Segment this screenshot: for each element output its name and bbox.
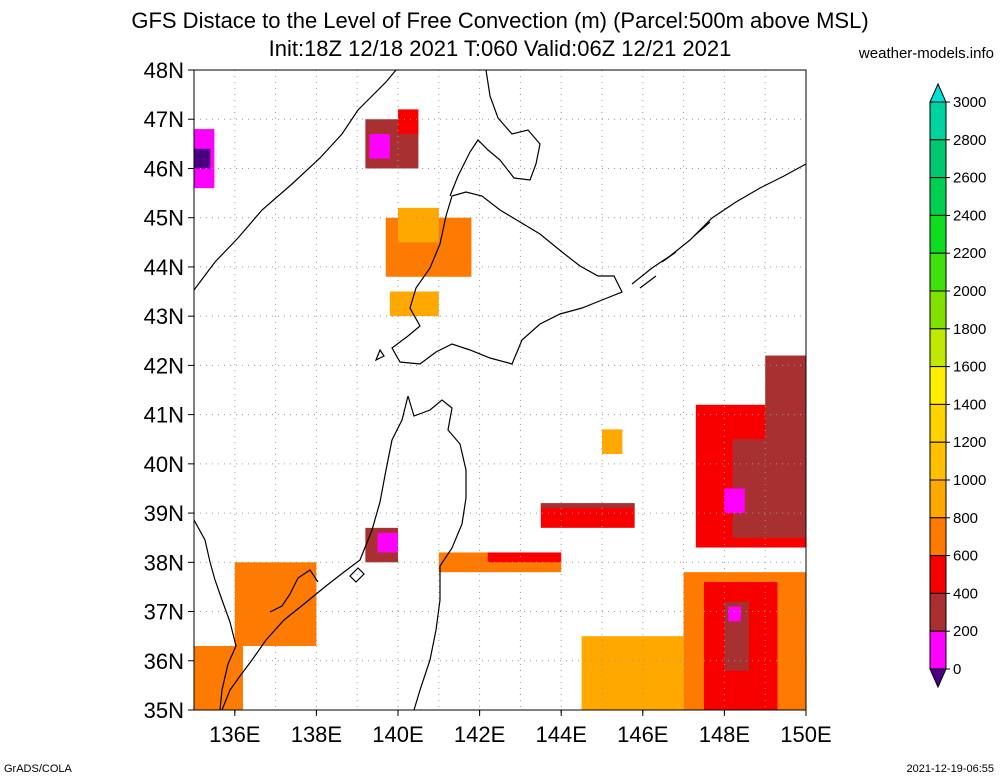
colorbar-label-200: 200 — [953, 623, 978, 640]
colorbar-label-1800: 1800 — [953, 321, 986, 338]
colorbar-top-arrow — [929, 82, 947, 103]
colorbar-label-2000: 2000 — [953, 283, 986, 300]
axes-layer: 48N 47N 46N 45N 44N 43N 42N 41N 40N 39N 38N 37N 36N 3… — [144, 58, 832, 747]
mainland-coast — [194, 70, 397, 291]
lat-label-40N: 40N — [144, 452, 184, 477]
lat-label-44N: 44N — [144, 255, 184, 280]
lat-label-45N: 45N — [144, 206, 184, 231]
honshu-west-coast — [221, 395, 409, 710]
field-cell-25 — [602, 429, 623, 454]
field-cell-16 — [377, 532, 398, 553]
colorbar-segment-5 — [929, 290, 947, 330]
colorbar: 3000280026002400220020001800160014001200… — [929, 82, 986, 689]
colorbar-label-1400: 1400 — [953, 396, 986, 413]
colorbar-segment-9 — [929, 441, 947, 481]
hokkaido-coast — [391, 191, 623, 365]
colorbar-segment-10 — [929, 479, 947, 519]
lat-label-39N: 39N — [144, 501, 184, 526]
lat-label-41N: 41N — [144, 403, 184, 428]
colorbar-segment-14 — [929, 630, 947, 670]
noto-coast — [269, 569, 319, 613]
colorbar-segment-0 — [929, 101, 947, 141]
lat-label-47N: 47N — [144, 107, 184, 132]
island-sado — [349, 567, 365, 583]
colorbar-label-2600: 2600 — [953, 170, 986, 187]
colorbar-segment-3 — [929, 214, 947, 254]
colorbar-label-2800: 2800 — [953, 132, 986, 149]
footer-grads: GrADS/COLA — [4, 763, 72, 775]
colorbar-segment-7 — [929, 366, 947, 405]
colorbar-bottom-arrow — [929, 668, 947, 689]
colorbar-label-2400: 2400 — [953, 207, 986, 224]
colorbar-label-1000: 1000 — [953, 472, 986, 489]
map-title: GFS Distace to the Level of Free Convect… — [131, 8, 869, 33]
island-small — [374, 348, 385, 362]
field-cell-8 — [724, 488, 745, 514]
lat-label-43N: 43N — [144, 304, 184, 329]
colorbar-segment-8 — [929, 403, 947, 443]
lon-label-142E: 142E — [454, 722, 505, 747]
colorbar-label-3000: 3000 — [953, 94, 986, 111]
lat-label-42N: 42N — [144, 353, 184, 378]
field-cell-10 — [540, 503, 635, 509]
colorbar-segment-11 — [929, 517, 947, 557]
field-cell-12 — [487, 552, 562, 563]
colorbar-label-1600: 1600 — [953, 359, 986, 376]
map-subtitle: Init:18Z 12/18 2021 T:060 Valid:06Z 12/2… — [268, 36, 732, 61]
credit-text: weather-models.info — [858, 45, 994, 62]
field-cell-20 — [369, 134, 390, 159]
colorbar-segment-4 — [929, 252, 947, 292]
lat-label-37N: 37N — [144, 600, 184, 625]
lon-label-136E: 136E — [209, 722, 260, 747]
colorbar-label-2200: 2200 — [953, 245, 986, 262]
colorbar-label-800: 800 — [953, 510, 978, 527]
colorbar-segment-6 — [929, 328, 947, 368]
sakhalin-coast — [449, 70, 541, 197]
field-cell-21 — [398, 109, 419, 134]
field-cell-13 — [194, 646, 243, 710]
colorbar-label-0: 0 — [953, 661, 961, 678]
lon-label-144E: 144E — [536, 722, 587, 747]
field-cell-7 — [765, 355, 806, 440]
colorbar-label-1200: 1200 — [953, 434, 986, 451]
field-layer — [194, 109, 806, 710]
colorbar-label-400: 400 — [953, 585, 978, 602]
lat-label-38N: 38N — [144, 550, 184, 575]
lat-label-35N: 35N — [144, 698, 184, 723]
kuril-islands — [639, 221, 711, 289]
colorbar-segment-13 — [929, 592, 947, 632]
lon-label-146E: 146E — [617, 722, 668, 747]
coastline-layer — [194, 70, 806, 710]
lat-label-46N: 46N — [144, 156, 184, 181]
colorbar-segment-1 — [929, 139, 947, 179]
lon-label-148E: 148E — [699, 722, 750, 747]
lat-label-36N: 36N — [144, 649, 184, 674]
kuril-coast — [631, 163, 806, 285]
lon-label-138E: 138E — [291, 722, 342, 747]
colorbar-label-600: 600 — [953, 548, 978, 565]
plot-frame — [193, 69, 807, 711]
colorbar-segment-2 — [929, 177, 947, 216]
lat-label-48N: 48N — [144, 58, 184, 83]
honshu-coast — [407, 395, 467, 710]
lon-label-140E: 140E — [372, 722, 423, 747]
field-cell-4 — [581, 636, 684, 710]
korea-coast — [194, 519, 237, 710]
colorbar-segment-12 — [929, 555, 947, 594]
field-cell-3 — [728, 606, 741, 622]
field-cell-23 — [194, 148, 211, 169]
footer-timestamp: 2021-12-19-06:55 — [906, 763, 994, 775]
grid-layer — [194, 70, 806, 710]
field-cell-18 — [398, 207, 439, 243]
lon-label-150E: 150E — [780, 722, 831, 747]
